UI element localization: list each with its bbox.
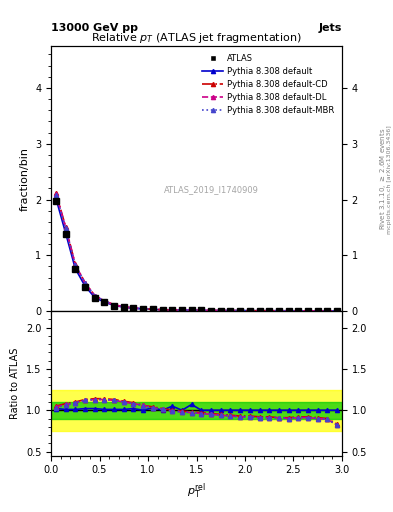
Bar xyxy=(51,390,342,431)
Title: Relative $p_T$ (ATLAS jet fragmentation): Relative $p_T$ (ATLAS jet fragmentation) xyxy=(91,31,302,45)
Text: mcplots.cern.ch [arXiv:1306.3436]: mcplots.cern.ch [arXiv:1306.3436] xyxy=(387,125,391,233)
X-axis label: $p_{\mathrm{T}}^{\mathrm{rel}}$: $p_{\mathrm{T}}^{\mathrm{rel}}$ xyxy=(187,481,206,501)
Text: Jets: Jets xyxy=(319,23,342,33)
Text: ATLAS_2019_I1740909: ATLAS_2019_I1740909 xyxy=(163,185,259,194)
Y-axis label: fraction/bin: fraction/bin xyxy=(20,146,29,210)
Bar xyxy=(51,402,342,418)
Text: Rivet 3.1.10, $\geq$ 2.6M events: Rivet 3.1.10, $\geq$ 2.6M events xyxy=(378,128,388,230)
Legend: ATLAS, Pythia 8.308 default, Pythia 8.308 default-CD, Pythia 8.308 default-DL, P: ATLAS, Pythia 8.308 default, Pythia 8.30… xyxy=(199,50,338,119)
Y-axis label: Ratio to ATLAS: Ratio to ATLAS xyxy=(11,348,20,419)
Text: 13000 GeV pp: 13000 GeV pp xyxy=(51,23,138,33)
